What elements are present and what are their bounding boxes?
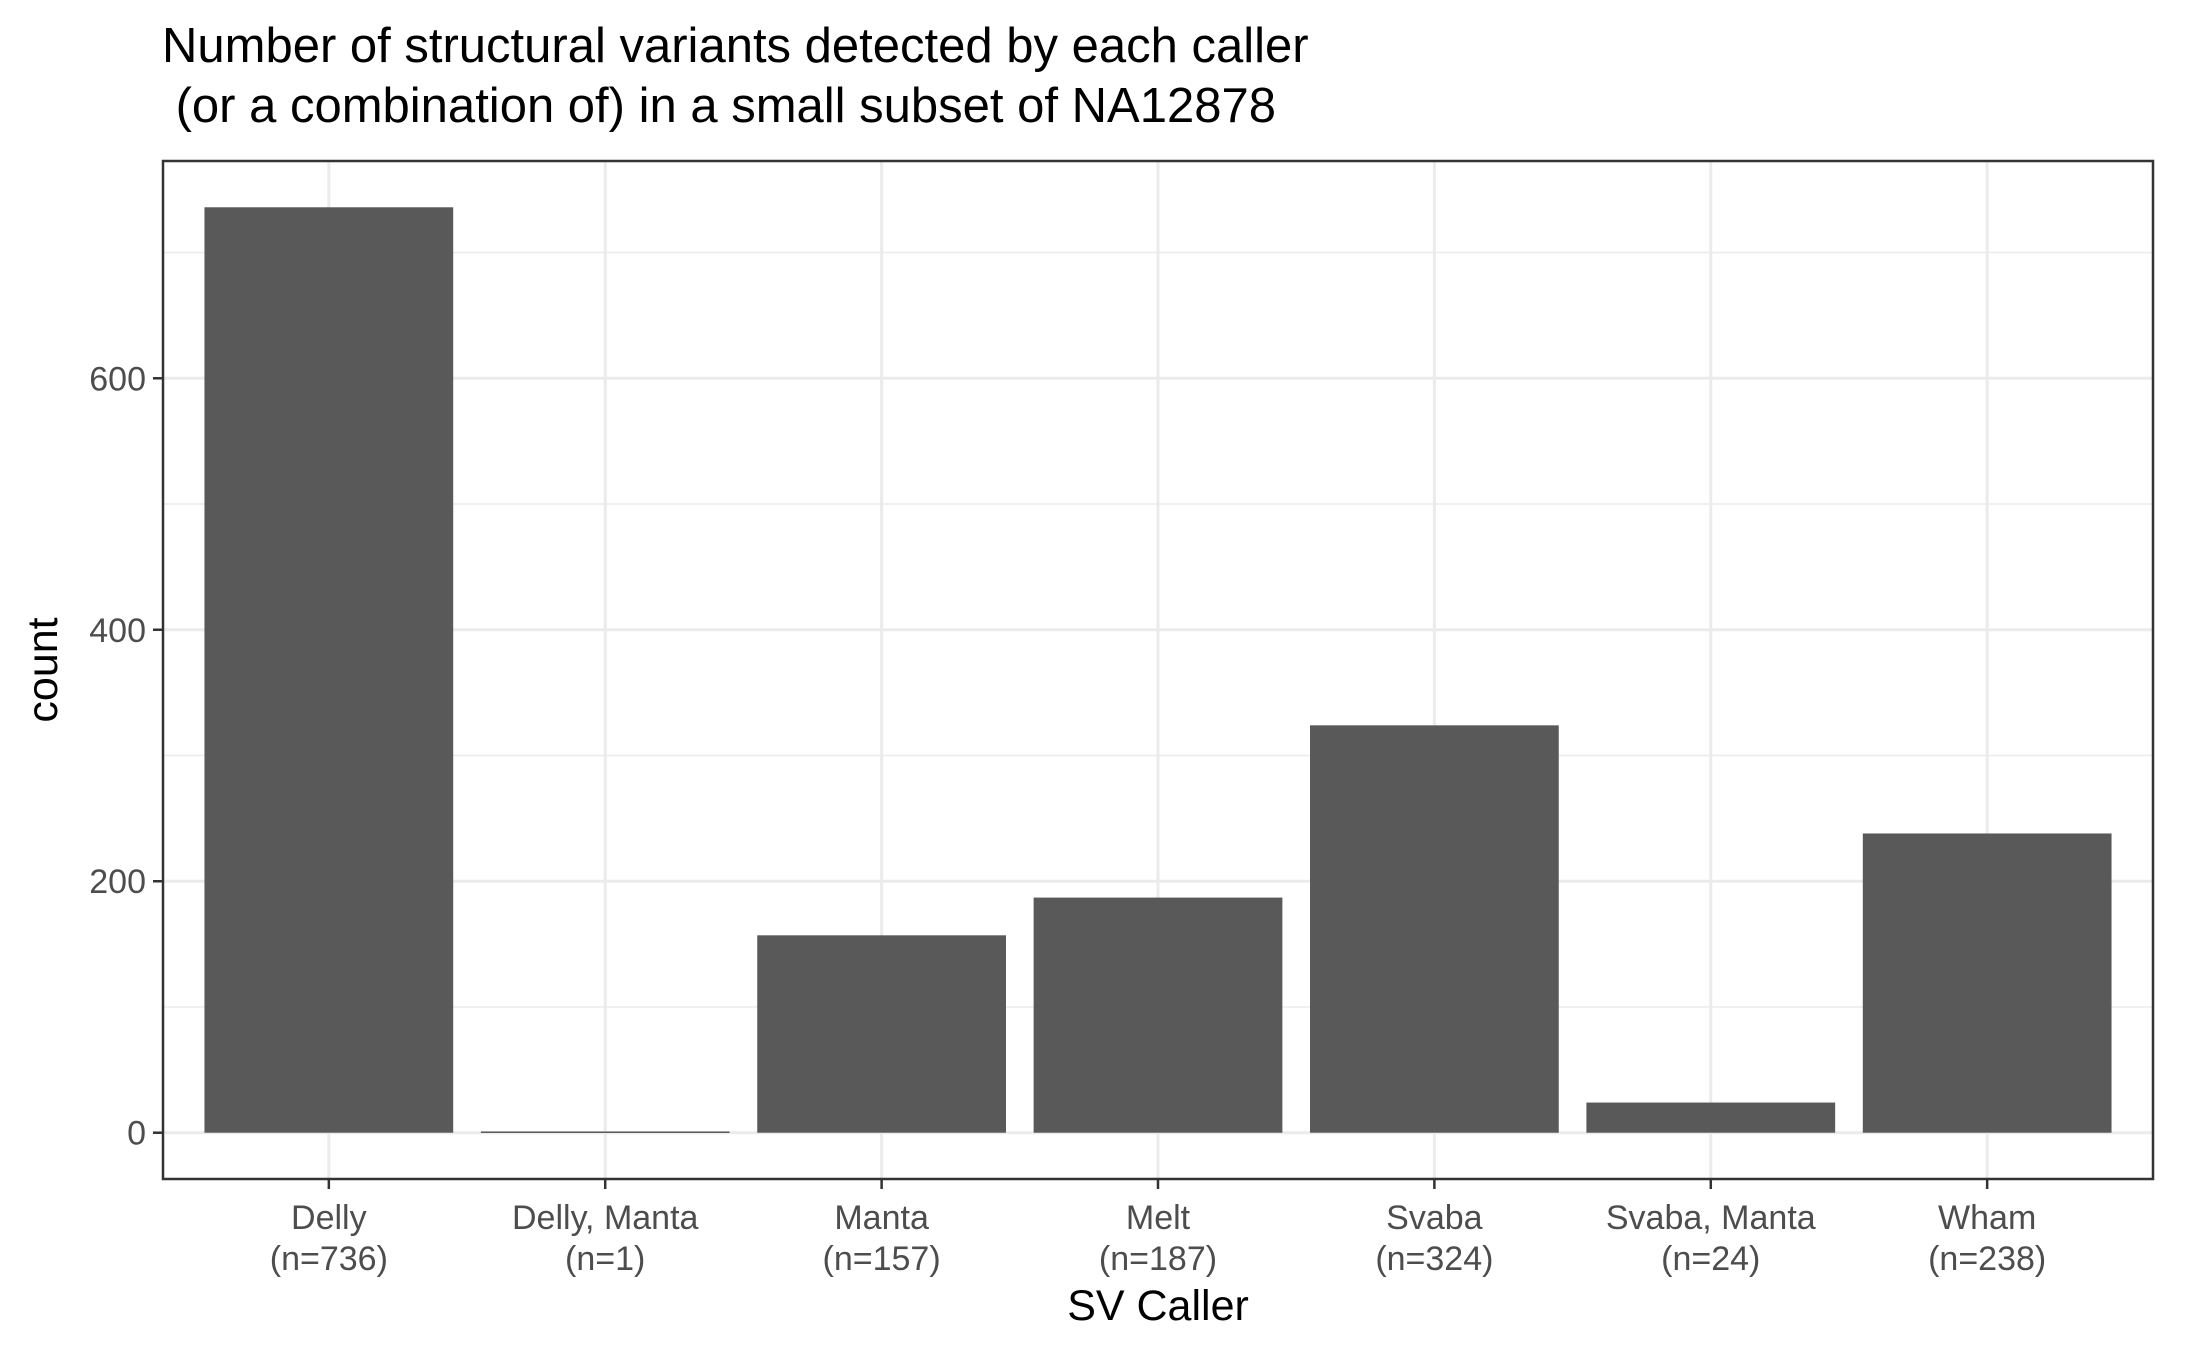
y-axis-title: count xyxy=(19,617,67,722)
bar xyxy=(757,935,1006,1133)
x-tick-label: (n=1) xyxy=(565,1240,645,1278)
bar xyxy=(204,207,454,1133)
bar xyxy=(480,1131,730,1133)
y-tick-label: 0 xyxy=(127,1115,146,1153)
x-tick-label: (n=238) xyxy=(1928,1240,2046,1278)
x-tick-label: Svaba xyxy=(1386,1199,1482,1237)
x-tick-label: (n=187) xyxy=(1099,1240,1217,1278)
x-tick-label: Svaba, Manta xyxy=(1606,1199,1816,1237)
x-tick-label: (n=24) xyxy=(1661,1240,1760,1278)
x-tick-label: Delly xyxy=(291,1199,367,1237)
chart-title-line-1: Number of structural variants detected b… xyxy=(162,19,1309,73)
x-tick-label: Manta xyxy=(834,1199,929,1237)
y-tick-label: 200 xyxy=(89,863,146,901)
x-axis-title: SV Caller xyxy=(1067,1282,1249,1330)
chart-title: Number of structural variants detected b… xyxy=(162,19,1309,133)
x-tick-label: (n=736) xyxy=(270,1240,388,1278)
x-axis-ticks: Delly(n=736) Delly, Manta(n=1) Manta(n=157… xyxy=(270,1179,2046,1278)
y-tick-label: 600 xyxy=(89,360,146,398)
x-tick-label: Wham xyxy=(1938,1199,2036,1237)
bar xyxy=(1033,897,1283,1133)
bars xyxy=(204,207,2112,1133)
bar xyxy=(1310,725,1559,1133)
y-axis-ticks: 0 200 400 600 xyxy=(89,360,163,1153)
y-tick-label: 400 xyxy=(89,612,146,650)
bar xyxy=(1862,833,2112,1133)
chart-title-line-2: (or a combination of) in a small subset … xyxy=(162,79,1276,133)
x-tick-label: (n=324) xyxy=(1375,1240,1493,1278)
x-tick-label: Delly, Manta xyxy=(512,1199,699,1237)
bar xyxy=(1586,1102,1836,1133)
x-tick-label: Melt xyxy=(1126,1199,1191,1237)
x-tick-label: (n=157) xyxy=(823,1240,941,1278)
